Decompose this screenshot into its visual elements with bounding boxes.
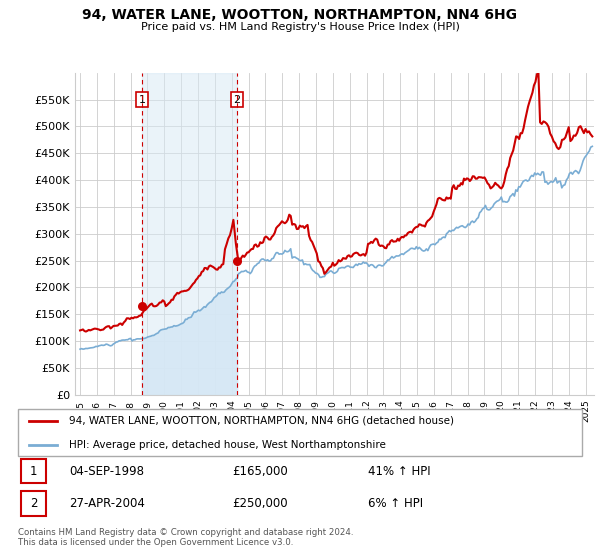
- Text: 94, WATER LANE, WOOTTON, NORTHAMPTON, NN4 6HG (detached house): 94, WATER LANE, WOOTTON, NORTHAMPTON, NN…: [69, 416, 454, 426]
- Text: 6% ↑ HPI: 6% ↑ HPI: [368, 497, 423, 510]
- Point: [137, 302, 146, 311]
- Text: 27-APR-2004: 27-APR-2004: [69, 497, 145, 510]
- FancyBboxPatch shape: [21, 491, 46, 516]
- Text: £165,000: £165,000: [232, 465, 288, 478]
- Text: 41% ↑ HPI: 41% ↑ HPI: [368, 465, 430, 478]
- Text: £250,000: £250,000: [232, 497, 288, 510]
- Text: Price paid vs. HM Land Registry's House Price Index (HPI): Price paid vs. HM Land Registry's House …: [140, 22, 460, 32]
- Text: HPI: Average price, detached house, West Northamptonshire: HPI: Average price, detached house, West…: [69, 440, 386, 450]
- FancyBboxPatch shape: [18, 409, 582, 456]
- Text: Contains HM Land Registry data © Crown copyright and database right 2024.
This d: Contains HM Land Registry data © Crown c…: [18, 528, 353, 547]
- Text: 1: 1: [30, 465, 38, 478]
- Text: 04-SEP-1998: 04-SEP-1998: [69, 465, 144, 478]
- Point: [232, 256, 242, 265]
- Text: 2: 2: [30, 497, 38, 510]
- Text: 94, WATER LANE, WOOTTON, NORTHAMPTON, NN4 6HG: 94, WATER LANE, WOOTTON, NORTHAMPTON, NN…: [83, 8, 517, 22]
- FancyBboxPatch shape: [21, 459, 46, 483]
- Text: 2: 2: [233, 95, 241, 105]
- Text: 1: 1: [139, 95, 145, 105]
